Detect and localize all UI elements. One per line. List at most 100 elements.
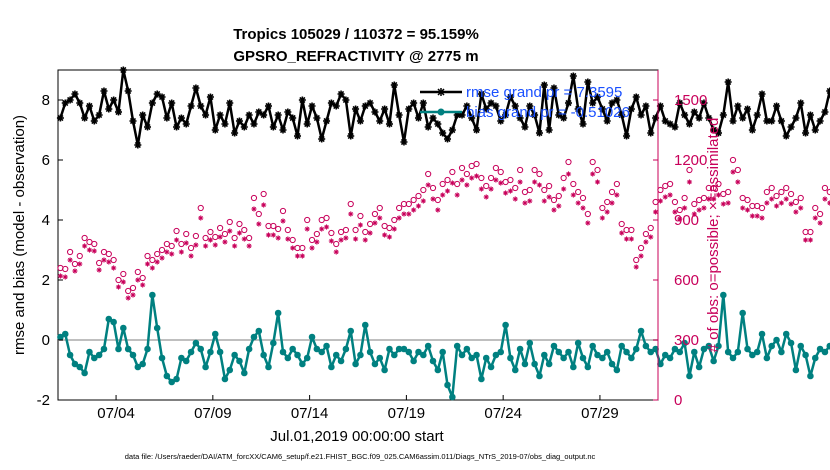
possible-point — [516, 166, 524, 174]
assimilated-point — [77, 261, 83, 267]
assimilated-point — [183, 240, 189, 246]
possible-point — [149, 256, 156, 264]
bias-point — [681, 339, 688, 347]
assimilated-point — [594, 179, 601, 185]
assimilated-point — [532, 179, 538, 185]
bias-point — [182, 357, 190, 365]
assimilated-point — [619, 230, 625, 236]
rmse-point — [705, 114, 713, 122]
bias-point — [802, 351, 809, 359]
rmse-point — [260, 111, 268, 119]
assimilated-point — [546, 194, 552, 200]
possible-point — [589, 158, 596, 166]
possible-point — [652, 198, 659, 206]
bias-point — [565, 348, 572, 356]
assimilated-point — [256, 221, 262, 227]
bias-point — [468, 354, 476, 362]
bias-point — [163, 372, 171, 380]
rmse-point — [323, 117, 331, 125]
assimilated-point — [270, 232, 276, 238]
possible-point — [604, 198, 611, 206]
rmse-point — [656, 102, 664, 110]
assimilated-point — [386, 234, 393, 240]
assimilated-point — [391, 226, 397, 232]
y-right-tick-label: 300 — [674, 332, 699, 349]
possible-point — [560, 174, 567, 182]
bias-point — [260, 351, 267, 359]
possible-point — [565, 158, 572, 166]
rmse-point — [197, 102, 205, 110]
possible-point — [773, 192, 780, 200]
rmse-point — [245, 111, 253, 119]
rmse-point — [206, 93, 214, 101]
assimilated-point — [299, 253, 305, 259]
rmse-point — [429, 114, 437, 122]
bias-point — [826, 342, 830, 350]
rmse-point — [221, 120, 229, 128]
y-tick-label: 8 — [42, 92, 50, 109]
assimilated-point — [338, 237, 344, 243]
possible-point — [304, 216, 311, 224]
bias-point — [637, 327, 645, 335]
rmse-point — [114, 108, 122, 116]
possible-point — [473, 160, 480, 168]
assimilated-point — [435, 207, 441, 213]
possible-point — [763, 188, 770, 196]
rmse-point — [531, 111, 539, 119]
bias-point — [120, 324, 127, 332]
assimilated-point — [498, 180, 504, 186]
assimilated-point — [464, 182, 470, 188]
possible-point — [362, 228, 369, 236]
assimilated-point — [488, 186, 494, 192]
assimilated-point — [246, 243, 252, 249]
possible-point — [454, 180, 461, 188]
bias-point — [66, 351, 74, 359]
bias-point — [270, 339, 277, 347]
possible-point — [439, 180, 446, 188]
assimilated-point — [822, 196, 828, 202]
rmse-point — [66, 96, 74, 104]
assimilated-point — [459, 177, 465, 183]
bias-point — [149, 291, 156, 299]
assimilated-point — [159, 255, 165, 261]
bias-point — [187, 348, 195, 356]
rmse-point — [139, 111, 147, 119]
possible-point — [231, 234, 238, 242]
possible-point — [357, 212, 364, 220]
assimilated-point — [309, 245, 315, 251]
possible-point — [768, 184, 775, 192]
bias-point — [507, 354, 514, 362]
possible-point — [187, 244, 195, 252]
bias-point — [574, 339, 582, 347]
possible-point — [91, 240, 98, 248]
assimilated-point — [473, 173, 480, 179]
x-tick-label: 07/19 — [388, 405, 426, 422]
bias-point — [768, 342, 776, 350]
rmse-point — [216, 111, 224, 119]
bias-point — [100, 345, 108, 353]
possible-point — [391, 216, 398, 224]
bias-point — [376, 354, 384, 362]
bias-point — [521, 360, 529, 368]
possible-point — [744, 196, 751, 204]
assimilated-point — [706, 196, 712, 202]
assimilated-point — [178, 249, 184, 255]
assimilated-point — [643, 239, 649, 245]
assimilated-point — [575, 200, 581, 206]
assimilated-point — [275, 235, 281, 241]
x-tick-label: 07/29 — [581, 405, 619, 422]
assimilated-point — [682, 205, 688, 211]
possible-point — [110, 256, 117, 264]
y-tick-label: 2 — [42, 272, 50, 289]
bias-point — [608, 360, 616, 368]
assimilated-point — [517, 179, 523, 185]
rmse-point — [173, 123, 181, 131]
rmse-point — [390, 81, 398, 89]
bias-point — [202, 363, 209, 371]
possible-point — [366, 220, 374, 228]
rmse-point — [632, 93, 640, 101]
possible-point — [758, 204, 766, 212]
bias-point — [763, 354, 771, 362]
assimilated-point — [696, 207, 702, 213]
possible-point — [284, 226, 291, 234]
